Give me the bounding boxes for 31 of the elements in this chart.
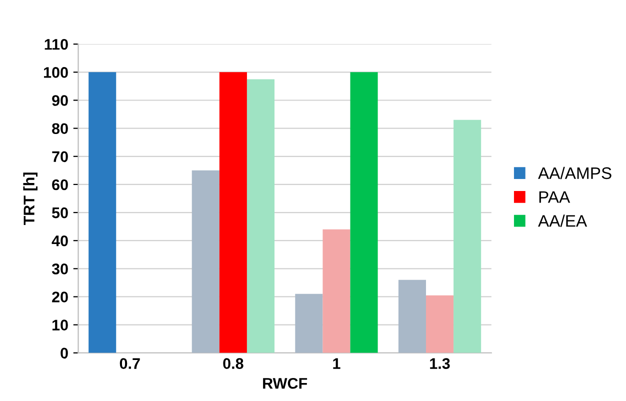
y-tick-label: 80 [52, 123, 68, 134]
bar [322, 229, 350, 353]
bar [246, 79, 274, 353]
y-tick-label: 90 [52, 95, 68, 106]
y-tick-label: 20 [52, 292, 68, 302]
legend-label: PAA [539, 191, 570, 203]
x-tick-label: 0.7 [120, 358, 140, 369]
y-tick-label: 110 [44, 38, 68, 50]
bar [295, 294, 323, 353]
legend-label: AA/EA [538, 214, 588, 227]
legend-label: AA/AMPS [538, 166, 612, 180]
y-tick-label: 60 [52, 179, 68, 190]
x-tick-label: 1 [333, 358, 340, 369]
bar [192, 170, 220, 353]
bar [219, 72, 247, 353]
y-axis-title: TRT [h] [23, 172, 38, 226]
bar [350, 72, 378, 353]
bar [398, 280, 426, 353]
y-tick-label: 100 [44, 67, 68, 78]
bar [426, 295, 454, 353]
x-axis-title: RWCF [263, 378, 308, 389]
x-tick-label: 0.8 [223, 358, 244, 369]
y-tick-label: 70 [52, 151, 68, 162]
bar [88, 72, 116, 353]
y-tick-label: 50 [52, 207, 68, 218]
y-tick-label: 40 [52, 235, 68, 246]
y-tick-label: 30 [52, 264, 68, 274]
y-tick-label: 0 [60, 348, 68, 359]
x-tick-label: 1.3 [430, 358, 450, 369]
bar [454, 120, 482, 353]
y-tick-label: 10 [52, 320, 68, 330]
